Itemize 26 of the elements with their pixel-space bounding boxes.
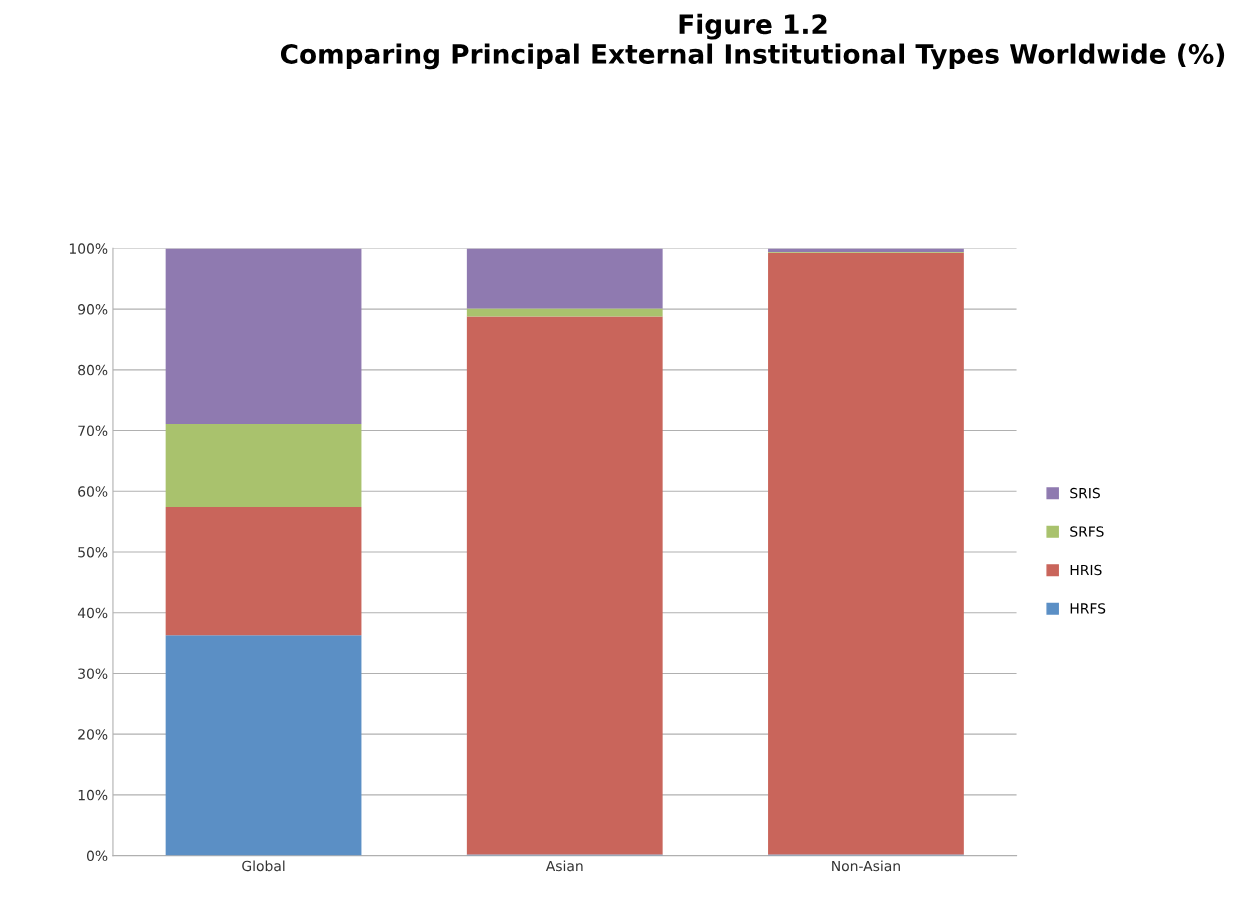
chart-title: Figure 1.2 Comparing Principal External Institutional Types Worldwide (%) — [280, 13, 1225, 70]
y-tick-label: 30% — [78, 668, 108, 679]
bar — [466, 316, 663, 855]
y-tick-label: 50% — [78, 546, 108, 558]
legend-label: HRIS — [1070, 564, 1102, 576]
legend-label: HRFS — [1070, 603, 1106, 614]
y-tick-label: 80% — [78, 364, 108, 376]
bar — [165, 423, 362, 508]
y-tick-label: 70% — [78, 425, 108, 437]
bar — [165, 635, 362, 856]
y-tick-label: 60% — [78, 486, 108, 497]
y-tick-label: 40% — [77, 607, 108, 619]
bar — [466, 248, 663, 309]
bar — [768, 252, 964, 855]
y-tick-label: 0% — [86, 850, 108, 862]
y-tick-label: 20% — [78, 729, 108, 740]
bar — [165, 507, 362, 636]
bar — [165, 248, 362, 424]
x-tick-label: Global — [242, 860, 285, 872]
x-tick-label: Non-Asian — [832, 860, 900, 872]
y-tick-label: 10% — [78, 789, 108, 801]
y-tick-label: 100% — [69, 243, 108, 254]
legend-label: SRFS — [1070, 526, 1104, 537]
x-tick-label: Asian — [545, 860, 583, 872]
y-tick-label: 90% — [78, 304, 108, 315]
legend-label: SRIS — [1070, 487, 1100, 499]
